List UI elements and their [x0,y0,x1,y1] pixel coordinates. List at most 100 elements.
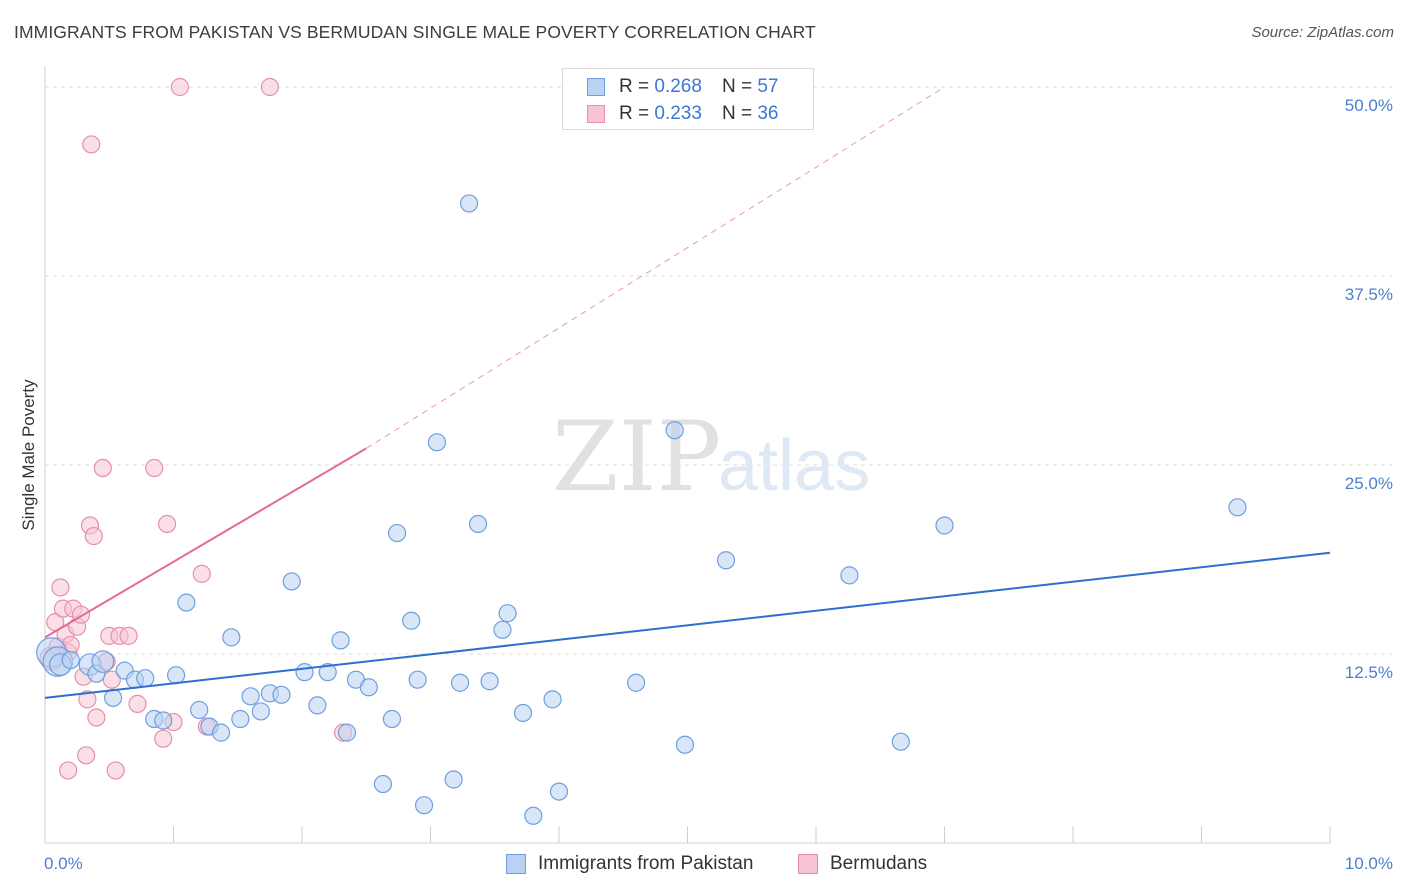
bottom-legend-label-pakistan: Immigrants from Pakistan [538,853,754,874]
bottom-legend-bermudans: Bermudans [798,853,927,875]
pakistan-point [337,723,357,742]
axes [44,66,1331,844]
bermudans-point [87,708,106,727]
legend-n-label: N = [721,76,753,97]
pakistan-point [222,628,241,647]
pakistan-point [308,696,327,715]
pakistan-point [61,650,80,670]
bermudans-point [77,746,96,765]
bottom-legend-swatch-pakistan [506,854,526,874]
watermark-atlas: atlas [718,426,870,506]
bottom-legend-swatch-bermudans [798,854,818,874]
pakistan-point [716,551,736,570]
pakistan-point [840,566,859,585]
source-label: Source: ZipAtlas.com [1251,24,1394,41]
legend-n-value-pakistan: 57 [757,76,779,97]
watermark: ZIP atlas [552,401,870,513]
pakistan-point [468,514,488,534]
correlation-legend: R = 0.268 N = 57 R = 0.233 N = 36 [562,68,814,130]
x-tick-label-min: 0.0% [44,854,83,873]
bermudans-point [192,564,211,583]
pakistan-point [359,678,378,697]
x-tick-labels: 0.0% 10.0% [44,854,1393,873]
pakistan-point [543,690,562,709]
legend-n-value-bermudans: 36 [757,103,779,124]
pakistan-point [211,723,231,742]
pakistan-point [331,631,350,650]
pakistan-point [427,433,447,452]
bermudans-trend-line [44,447,367,639]
y-tick-label: 25.0% [1345,474,1393,493]
y-tick-label: 12.5% [1345,663,1393,682]
pakistan-point [935,516,954,535]
pakistan-point [665,421,684,440]
pakistan-point [524,806,543,825]
bermudans-point [102,670,121,689]
legend-n-label: N = [721,103,753,124]
pakistan-point [104,688,123,707]
pakistan-point [91,650,115,673]
bermudans-point [78,690,97,709]
bermudans-point [128,694,147,713]
bermudans-point [119,626,138,645]
bermudans-point [106,761,125,780]
bermudans-point [59,761,78,780]
pakistan-point [373,774,393,794]
pakistan-point [626,673,646,692]
pakistan-point [549,782,569,801]
pakistan-point [459,194,479,213]
y-tick-label: 50.0% [1345,96,1393,115]
pakistan-point [513,703,533,723]
pakistan-points [36,194,1247,825]
pakistan-point [675,735,695,754]
pakistan-point [498,604,517,623]
bottom-legend-label-bermudans: Bermudans [830,853,928,874]
legend-row-pakistan: R = 0.268 N = 57 [587,75,778,99]
pakistan-point [1228,498,1247,517]
legend-r-label: R = [619,76,650,97]
pakistan-point [231,709,250,729]
bottom-legend-pakistan: Immigrants from Pakistan [506,853,753,875]
bermudans-point [82,135,101,154]
pakistan-point [493,620,512,639]
pakistan-point [450,673,470,692]
bermudans-trend-extension [365,86,945,449]
pakistan-point [166,666,186,685]
pakistan-point [387,523,407,543]
legend-row-bermudans: R = 0.233 N = 36 [587,102,778,126]
pakistan-point [318,663,337,682]
pakistan-point [480,672,499,691]
pakistan-trend-line [44,551,1331,699]
bermudans-point [157,514,177,534]
y-tick-label: 37.5% [1345,285,1393,304]
legend-r-value-pakistan: 0.268 [654,76,702,97]
pakistan-point [295,663,314,682]
trend-lines [44,86,1331,699]
bermudans-point [154,729,173,748]
pakistan-point [414,796,434,815]
chart-title: IMMIGRANTS FROM PAKISTAN VS BERMUDAN SIN… [14,22,816,42]
pakistan-point [408,670,427,689]
pakistan-point [891,732,910,751]
legend-r-value-bermudans: 0.233 [654,103,702,124]
bermudans-point [93,458,112,478]
y-axis-label: Single Male Poverty [19,379,38,531]
y-tick-labels: 12.5% 25.0% 37.5% 50.0% [1345,96,1393,682]
watermark-zip: ZIP [552,401,721,513]
pakistan-point [444,770,463,789]
bermudans-point [51,578,70,597]
legend-swatch-bermudans [587,105,605,123]
pakistan-point [272,685,291,704]
bermudans-point [260,77,279,97]
bermudans-point [145,458,164,478]
bermudans-point [170,77,190,97]
pakistan-point [402,611,421,630]
legend-swatch-pakistan [587,78,605,96]
pakistan-point [251,702,270,721]
pakistan-point [241,687,260,706]
x-tick-label-max: 10.0% [1345,854,1393,873]
bermudans-point [84,526,103,546]
pakistan-point [136,669,155,688]
pakistan-point [177,593,196,612]
